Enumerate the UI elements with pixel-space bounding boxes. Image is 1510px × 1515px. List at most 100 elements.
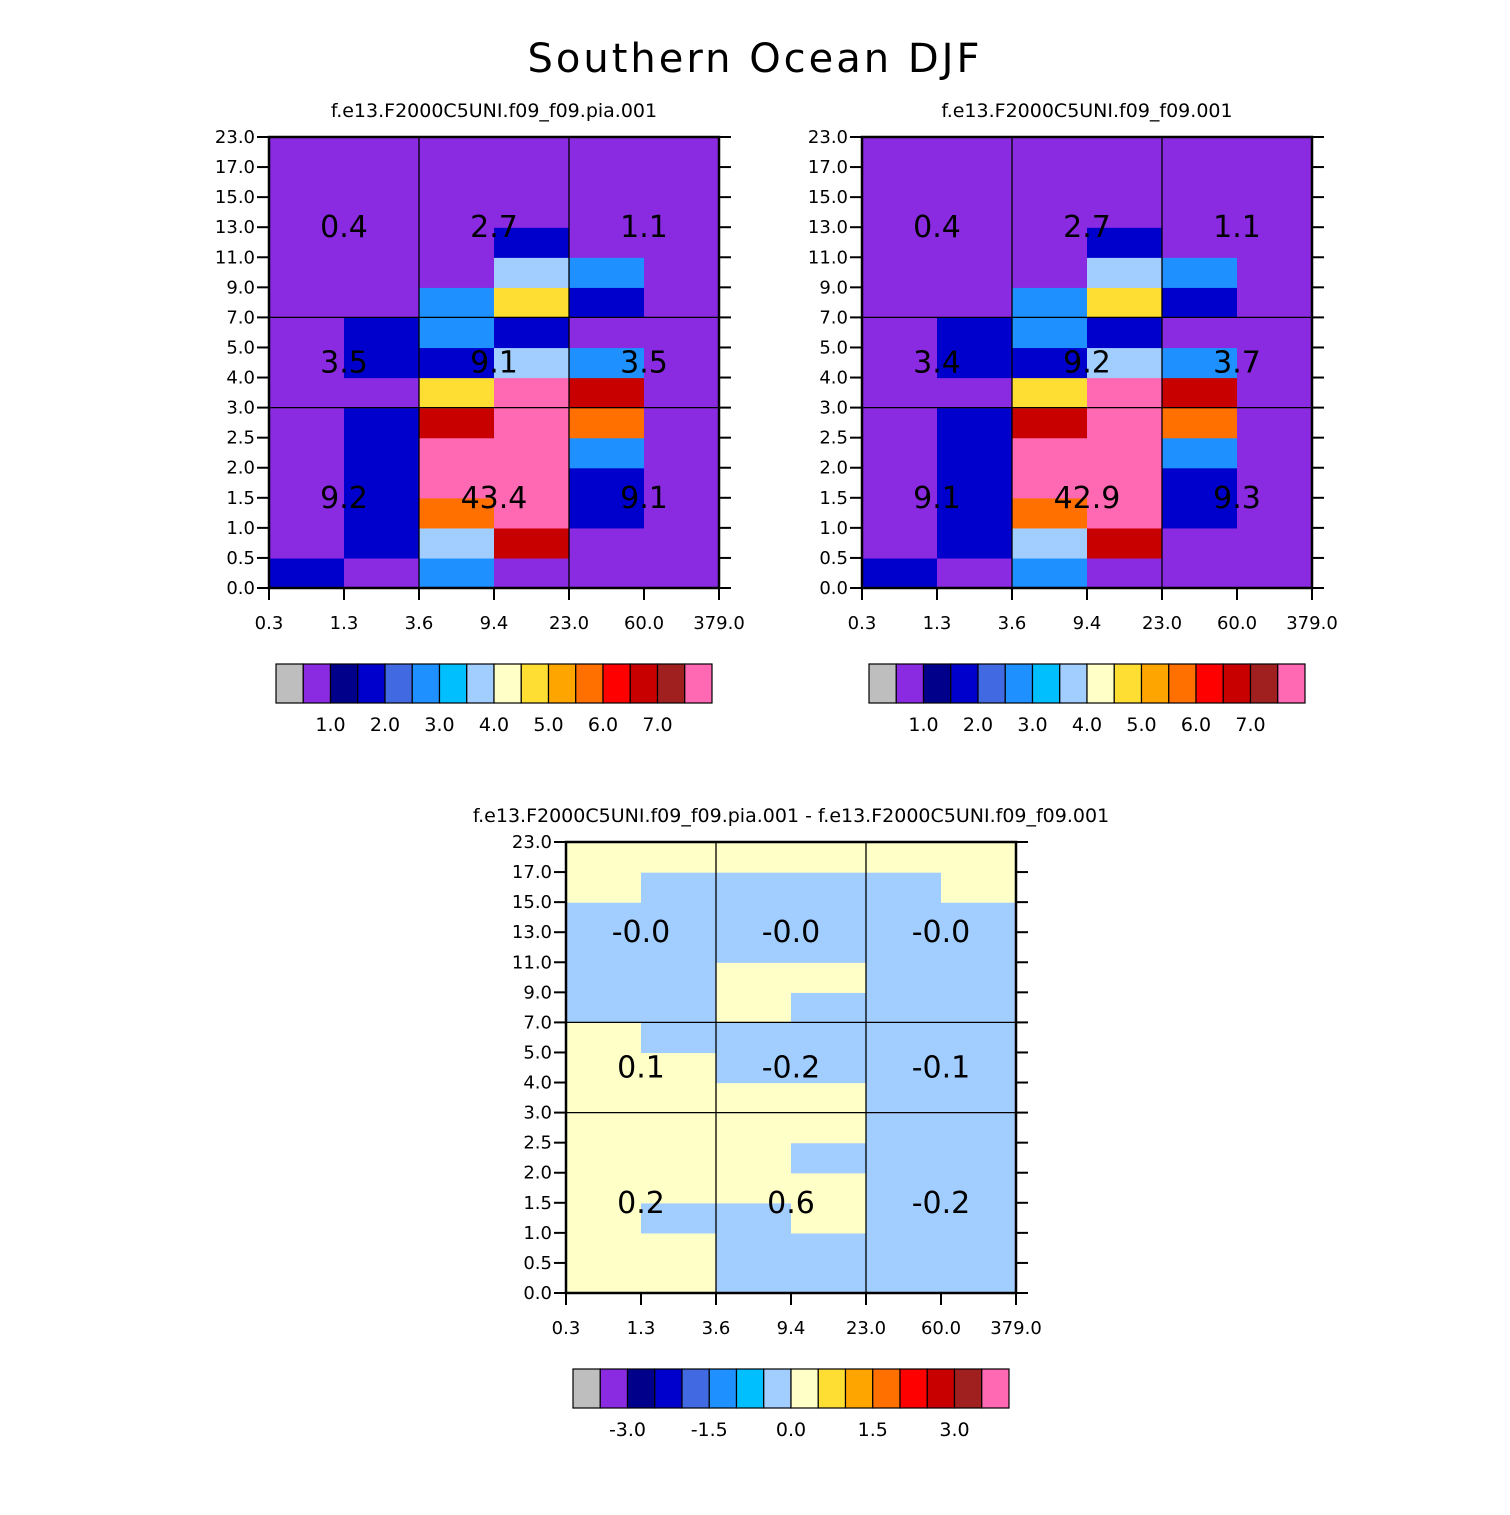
box-value-label: 9.2 (320, 481, 368, 516)
heatmap-cell (569, 557, 645, 589)
box-value-label: 2.7 (1063, 210, 1111, 245)
x-tick-label: 3.6 (998, 613, 1027, 634)
y-tick-label: 17.0 (215, 157, 255, 178)
colorbar-swatch (599, 1368, 629, 1409)
colorbar-swatch (438, 663, 468, 704)
heatmap-cell (569, 527, 645, 559)
x-tick-label: 9.4 (777, 1318, 806, 1339)
colorbar-swatch (926, 1368, 956, 1409)
heatmap-cell (1087, 467, 1163, 499)
colorbar-swatch (922, 663, 952, 704)
x-tick-label: 1.3 (330, 613, 359, 634)
y-tick-label: 11.0 (512, 952, 552, 973)
heatmap-cell (569, 257, 645, 288)
heatmap-cell (862, 407, 938, 439)
heatmap-cell (941, 962, 1017, 993)
heatmap-cell (862, 377, 938, 409)
box-value-label: -0.1 (912, 1051, 971, 1086)
colorbar-swatch (895, 663, 925, 704)
y-tick-label: 0.0 (523, 1283, 552, 1304)
heatmap-cell (941, 1052, 1017, 1084)
heatmap-cell (344, 557, 420, 589)
heatmap-cell (644, 437, 720, 469)
heatmap-cell (1237, 197, 1313, 228)
heatmap-cell (569, 317, 645, 349)
colorbar-swatch (1086, 663, 1115, 704)
heatmap-cell (1012, 497, 1088, 529)
y-tick-label: 4.0 (226, 368, 255, 389)
heatmap-cell (569, 437, 645, 469)
colorbar-swatch (275, 663, 304, 704)
x-tick-label: 9.4 (1073, 613, 1102, 634)
heatmap-cell (716, 1082, 792, 1114)
heatmap-cell (1087, 227, 1163, 258)
heatmap-cell (344, 377, 420, 409)
heatmap-cell (269, 497, 345, 529)
heatmap-cell (1012, 347, 1088, 379)
heatmap-cell (419, 137, 495, 168)
x-tick-label: 23.0 (1142, 613, 1182, 634)
heatmap-cell (494, 497, 570, 529)
heatmap-cell (644, 347, 720, 379)
y-tick-label: 0.0 (226, 578, 255, 599)
figure-title: Southern Ocean DJF (528, 36, 983, 82)
heatmap-cell (641, 902, 717, 933)
heatmap-cell (862, 257, 938, 288)
heatmap-cell (1162, 257, 1238, 288)
heatmap-cell (937, 227, 1013, 258)
colorbar-swatch (411, 663, 441, 704)
heatmap-cell (566, 962, 642, 993)
colorbar-swatch (1031, 663, 1061, 704)
heatmap-cell (269, 167, 345, 198)
heatmap-cell (1237, 317, 1313, 349)
heatmap-cell (862, 137, 938, 168)
heatmap-cell (1237, 137, 1313, 168)
heatmap-cell (419, 197, 495, 228)
heatmap-cell (344, 227, 420, 258)
colorbar-swatch (602, 663, 631, 704)
heatmap-cell (566, 872, 642, 903)
heatmap-cell (641, 1202, 717, 1234)
heatmap-cell (419, 407, 495, 439)
heatmap-cell (937, 347, 1013, 379)
y-tick-label: 13.0 (512, 922, 552, 943)
heatmap-cell (791, 1022, 867, 1054)
heatmap-cell (566, 1142, 642, 1174)
heatmap-cell (862, 287, 938, 318)
heatmap-cell (862, 167, 938, 198)
x-tick-label: 60.0 (921, 1318, 961, 1339)
y-tick-label: 5.0 (523, 1042, 552, 1063)
heatmap-cell (269, 467, 345, 499)
heatmap-cell (716, 1232, 792, 1264)
heatmap-cell (866, 992, 942, 1023)
y-tick-label: 3.0 (523, 1103, 552, 1124)
heatmap-cell (866, 1052, 942, 1084)
y-tick-label: 1.5 (819, 488, 848, 509)
heatmap-cell (644, 527, 720, 559)
heatmap-cell (644, 287, 720, 318)
heatmap-cell (641, 1052, 717, 1084)
heatmap-cell (1162, 497, 1238, 529)
heatmap-cell (1012, 467, 1088, 499)
x-tick-label: 0.3 (255, 613, 284, 634)
x-tick-label: 379.0 (1286, 613, 1338, 634)
heatmap-cell (344, 347, 420, 379)
heatmap-cell (269, 437, 345, 469)
x-tick-label: 379.0 (990, 1318, 1042, 1339)
heatmap-cell (791, 1112, 867, 1144)
heatmap-cell (866, 1142, 942, 1174)
y-tick-label: 2.0 (819, 458, 848, 479)
heatmap-cell (566, 1082, 642, 1114)
heatmap-cell (569, 407, 645, 439)
y-tick-label: 0.5 (226, 548, 255, 569)
heatmap-cell (494, 437, 570, 469)
heatmap-cell (1087, 557, 1163, 589)
colorbar-swatch (1113, 663, 1143, 704)
heatmap-cell (419, 257, 495, 288)
heatmap-cell (1237, 227, 1313, 258)
heatmap-cell (269, 227, 345, 258)
heatmap-cell (866, 962, 942, 993)
heatmap-cell (791, 842, 867, 873)
heatmap-cell (419, 227, 495, 258)
colorbar-swatch (684, 663, 713, 704)
